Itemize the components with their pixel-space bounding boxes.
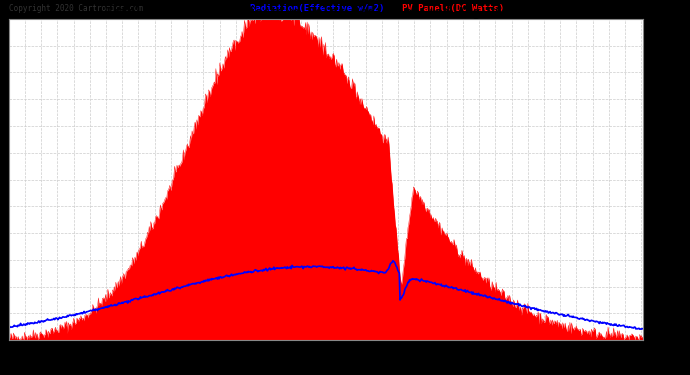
Text: PV Panels(DC Watts): PV Panels(DC Watts)	[402, 3, 504, 12]
Title: Total PV Power & Effective Solar Radiation Wed Aug 26 19:34: Total PV Power & Effective Solar Radiati…	[105, 6, 547, 19]
Text: Copyright 2020 Cartronics.com: Copyright 2020 Cartronics.com	[9, 3, 143, 12]
Text: Radiation(Effective w/m2): Radiation(Effective w/m2)	[250, 3, 384, 12]
